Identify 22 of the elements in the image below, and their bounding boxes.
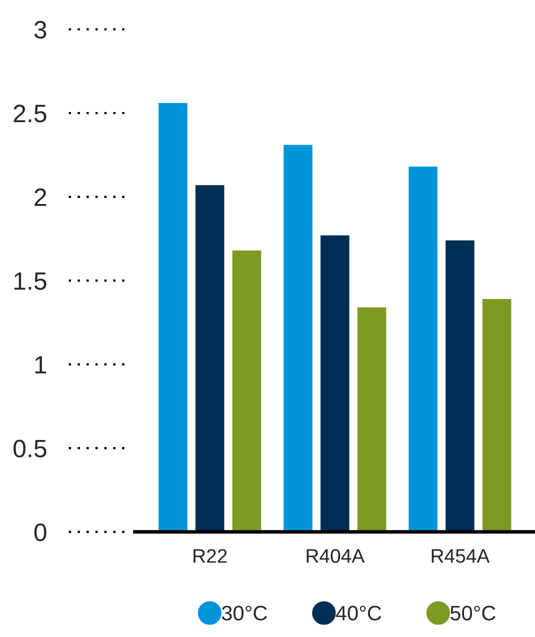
x-tick-label: R454A — [432, 549, 490, 563]
bar — [320, 235, 350, 532]
bar — [284, 144, 312, 532]
bar — [408, 166, 438, 532]
x-tick-label: R22 — [194, 549, 227, 563]
bar — [195, 185, 224, 532]
legend-label: 50°C — [450, 606, 496, 620]
y-tick-label: 1.5 — [14, 272, 46, 290]
y-tick-label: 2.5 — [14, 104, 46, 122]
bar — [446, 240, 474, 532]
y-tick-label: 1 — [35, 356, 46, 374]
y-tick-label: 2 — [34, 188, 46, 206]
bar — [232, 250, 262, 532]
y-tick-label: 0 — [34, 523, 46, 542]
bar — [158, 103, 188, 532]
legend-label: 40°C — [336, 606, 382, 620]
x-tick-label: R404A — [306, 549, 365, 563]
y-tick-label: 0.5 — [14, 440, 46, 458]
bar — [482, 299, 512, 532]
legend-label: 30°C — [222, 606, 267, 620]
y-tick-label: 3 — [34, 20, 46, 39]
bar — [357, 307, 386, 532]
